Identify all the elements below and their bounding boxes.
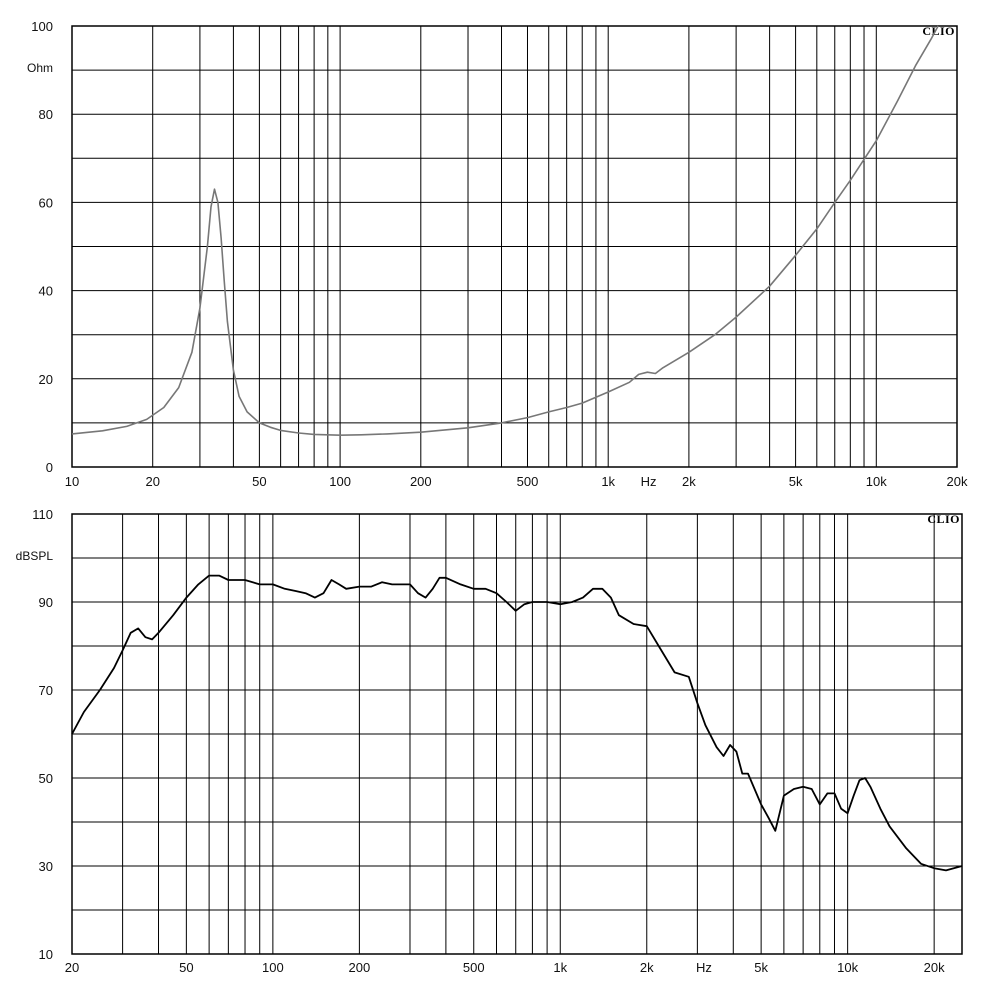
x-tick-label: 50 [179, 960, 193, 975]
x-tick-label: 100 [262, 960, 284, 975]
horizontal-gridlines [72, 69, 957, 424]
y-tick-label: 80 [39, 107, 53, 122]
x-unit-label: Hz [696, 960, 712, 975]
x-tick-label: 10k [837, 960, 858, 975]
x-tick-label: 20k [947, 474, 968, 489]
x-tick-label: 20 [145, 474, 159, 489]
spl-chart: 10 30 50 70 90 110 20 50 100 200 500 1k 2k 5k 10k 20k Hz… [16, 507, 963, 975]
x-tick-label: 100 [329, 474, 351, 489]
x-tick-label: 1k [601, 474, 615, 489]
plot-frame [71, 25, 958, 468]
x-tick-label: 2k [640, 960, 654, 975]
x-tick-label: 20k [924, 960, 945, 975]
x-tick-label: 10 [65, 474, 79, 489]
y-tick-label: 60 [39, 195, 53, 210]
y-tick-label: 110 [32, 507, 53, 522]
x-tick-label: 200 [410, 474, 432, 489]
y-tick-label: 100 [31, 19, 53, 34]
y-tick-label: 40 [39, 284, 53, 299]
impedance-curve [71, 25, 939, 437]
horizontal-gridlines [72, 557, 962, 911]
x-unit-label: Hz [641, 474, 657, 489]
y-tick-label: 70 [39, 683, 53, 698]
spl-curve [71, 574, 963, 872]
y-tick-label: 20 [39, 372, 53, 387]
x-tick-label: 5k [754, 960, 768, 975]
y-unit-label: dBSPL [16, 549, 54, 563]
y-tick-label: 30 [39, 859, 53, 874]
x-tick-label: 200 [349, 960, 371, 975]
x-tick-label: 10k [866, 474, 887, 489]
brand-label: CLIO [922, 24, 955, 38]
impedance-chart: 0 20 40 60 80 100 10 20 50 100 200 500 1k 2k 5k 10k 20k H… [27, 19, 968, 489]
x-tick-label: 20 [65, 960, 79, 975]
y-tick-label: 90 [39, 595, 53, 610]
y-tick-label: 0 [46, 460, 53, 475]
brand-label: CLIO [927, 512, 960, 526]
x-tick-label: 2k [682, 474, 696, 489]
y-tick-label: 50 [39, 771, 53, 786]
x-tick-label: 5k [789, 474, 803, 489]
y-unit-label: Ohm [27, 61, 53, 75]
x-tick-label: 500 [463, 960, 485, 975]
x-tick-label: 50 [252, 474, 266, 489]
x-tick-label: 1k [553, 960, 567, 975]
y-tick-label: 10 [39, 947, 53, 962]
x-tick-label: 500 [517, 474, 539, 489]
